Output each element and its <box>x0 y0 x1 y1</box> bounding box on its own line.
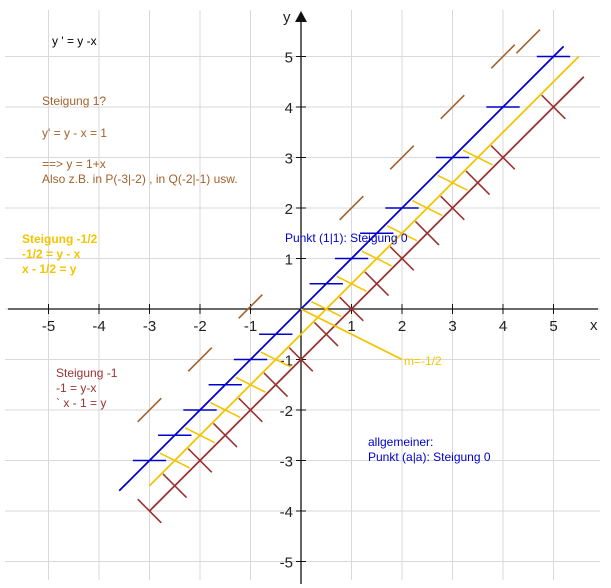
x-tick-label: -4 <box>92 318 105 335</box>
series-lines <box>118 45 585 512</box>
slope-mark <box>490 44 516 69</box>
slope-mark <box>515 29 541 54</box>
annotation-brown_eq: y' = y - x = 1 <box>42 126 107 140</box>
annotation-brown_title: Steigung 1? <box>42 94 106 108</box>
series-line-gold <box>148 55 580 487</box>
annotation-blue_general: allgemeiner: Punkt (a|a): Steigung 0 <box>368 435 491 464</box>
x-tick-label: -3 <box>143 318 156 335</box>
x-tick-label: 5 <box>549 318 557 335</box>
series-line-mline <box>300 308 403 361</box>
y-tick-label: 1 <box>285 252 293 269</box>
x-tick-label: 4 <box>499 318 507 335</box>
y-tick-label: -2 <box>280 403 293 420</box>
y-tick-label: 3 <box>285 151 293 168</box>
x-tick-label: 1 <box>347 318 355 335</box>
x-tick-label: -1 <box>244 318 257 335</box>
slope-mark <box>238 294 263 319</box>
series-line-blue <box>118 45 565 492</box>
slope-mark <box>389 145 415 170</box>
chart-title: y ' = y -x <box>52 34 97 48</box>
y-tick-label: 4 <box>285 100 293 117</box>
x-axis-label: x <box>590 317 598 334</box>
annotation-brown_res: ==> y = 1+x Also z.B. in P(-3|-2) , in Q(… <box>42 157 238 186</box>
y-tick-label: 5 <box>285 50 293 67</box>
slope-mark <box>440 94 465 120</box>
x-tick-label: -5 <box>42 318 55 335</box>
annotation-red_note: Steigung -1 -1 = y-x ` x - 1 = y <box>56 366 118 410</box>
series-line-darkred <box>148 76 585 512</box>
y-axis-label: y <box>283 9 291 26</box>
y-tick-label: -4 <box>280 504 293 521</box>
annotation-m_label: m=-1/2 <box>404 354 442 368</box>
slope-mark <box>339 195 364 221</box>
tick-labels: -5 -4 -3 -2 -1 1 2 3 4 5 5 4 3 2 1 -1 -2 -3 -4 -5 <box>42 50 558 572</box>
y-tick-label: -1 <box>280 353 293 370</box>
annotations: Steigung 1? y' = y - x = 1 ==> y = 1+x Also… <box>22 94 491 464</box>
x-tick-label: 2 <box>398 318 406 335</box>
x-tick-label: 3 <box>448 318 456 335</box>
x-tick-label: -2 <box>193 318 206 335</box>
y-tick-label: -3 <box>280 454 293 471</box>
annotation-blue_point: Punkt (1|1): Steigung 0 <box>285 231 408 245</box>
slope-mark <box>137 397 162 423</box>
y-tick-label: 2 <box>285 201 293 218</box>
y-tick-label: -5 <box>280 555 293 572</box>
slope-mark <box>187 347 213 372</box>
y-axis-arrow <box>295 11 307 22</box>
axes <box>8 11 598 584</box>
